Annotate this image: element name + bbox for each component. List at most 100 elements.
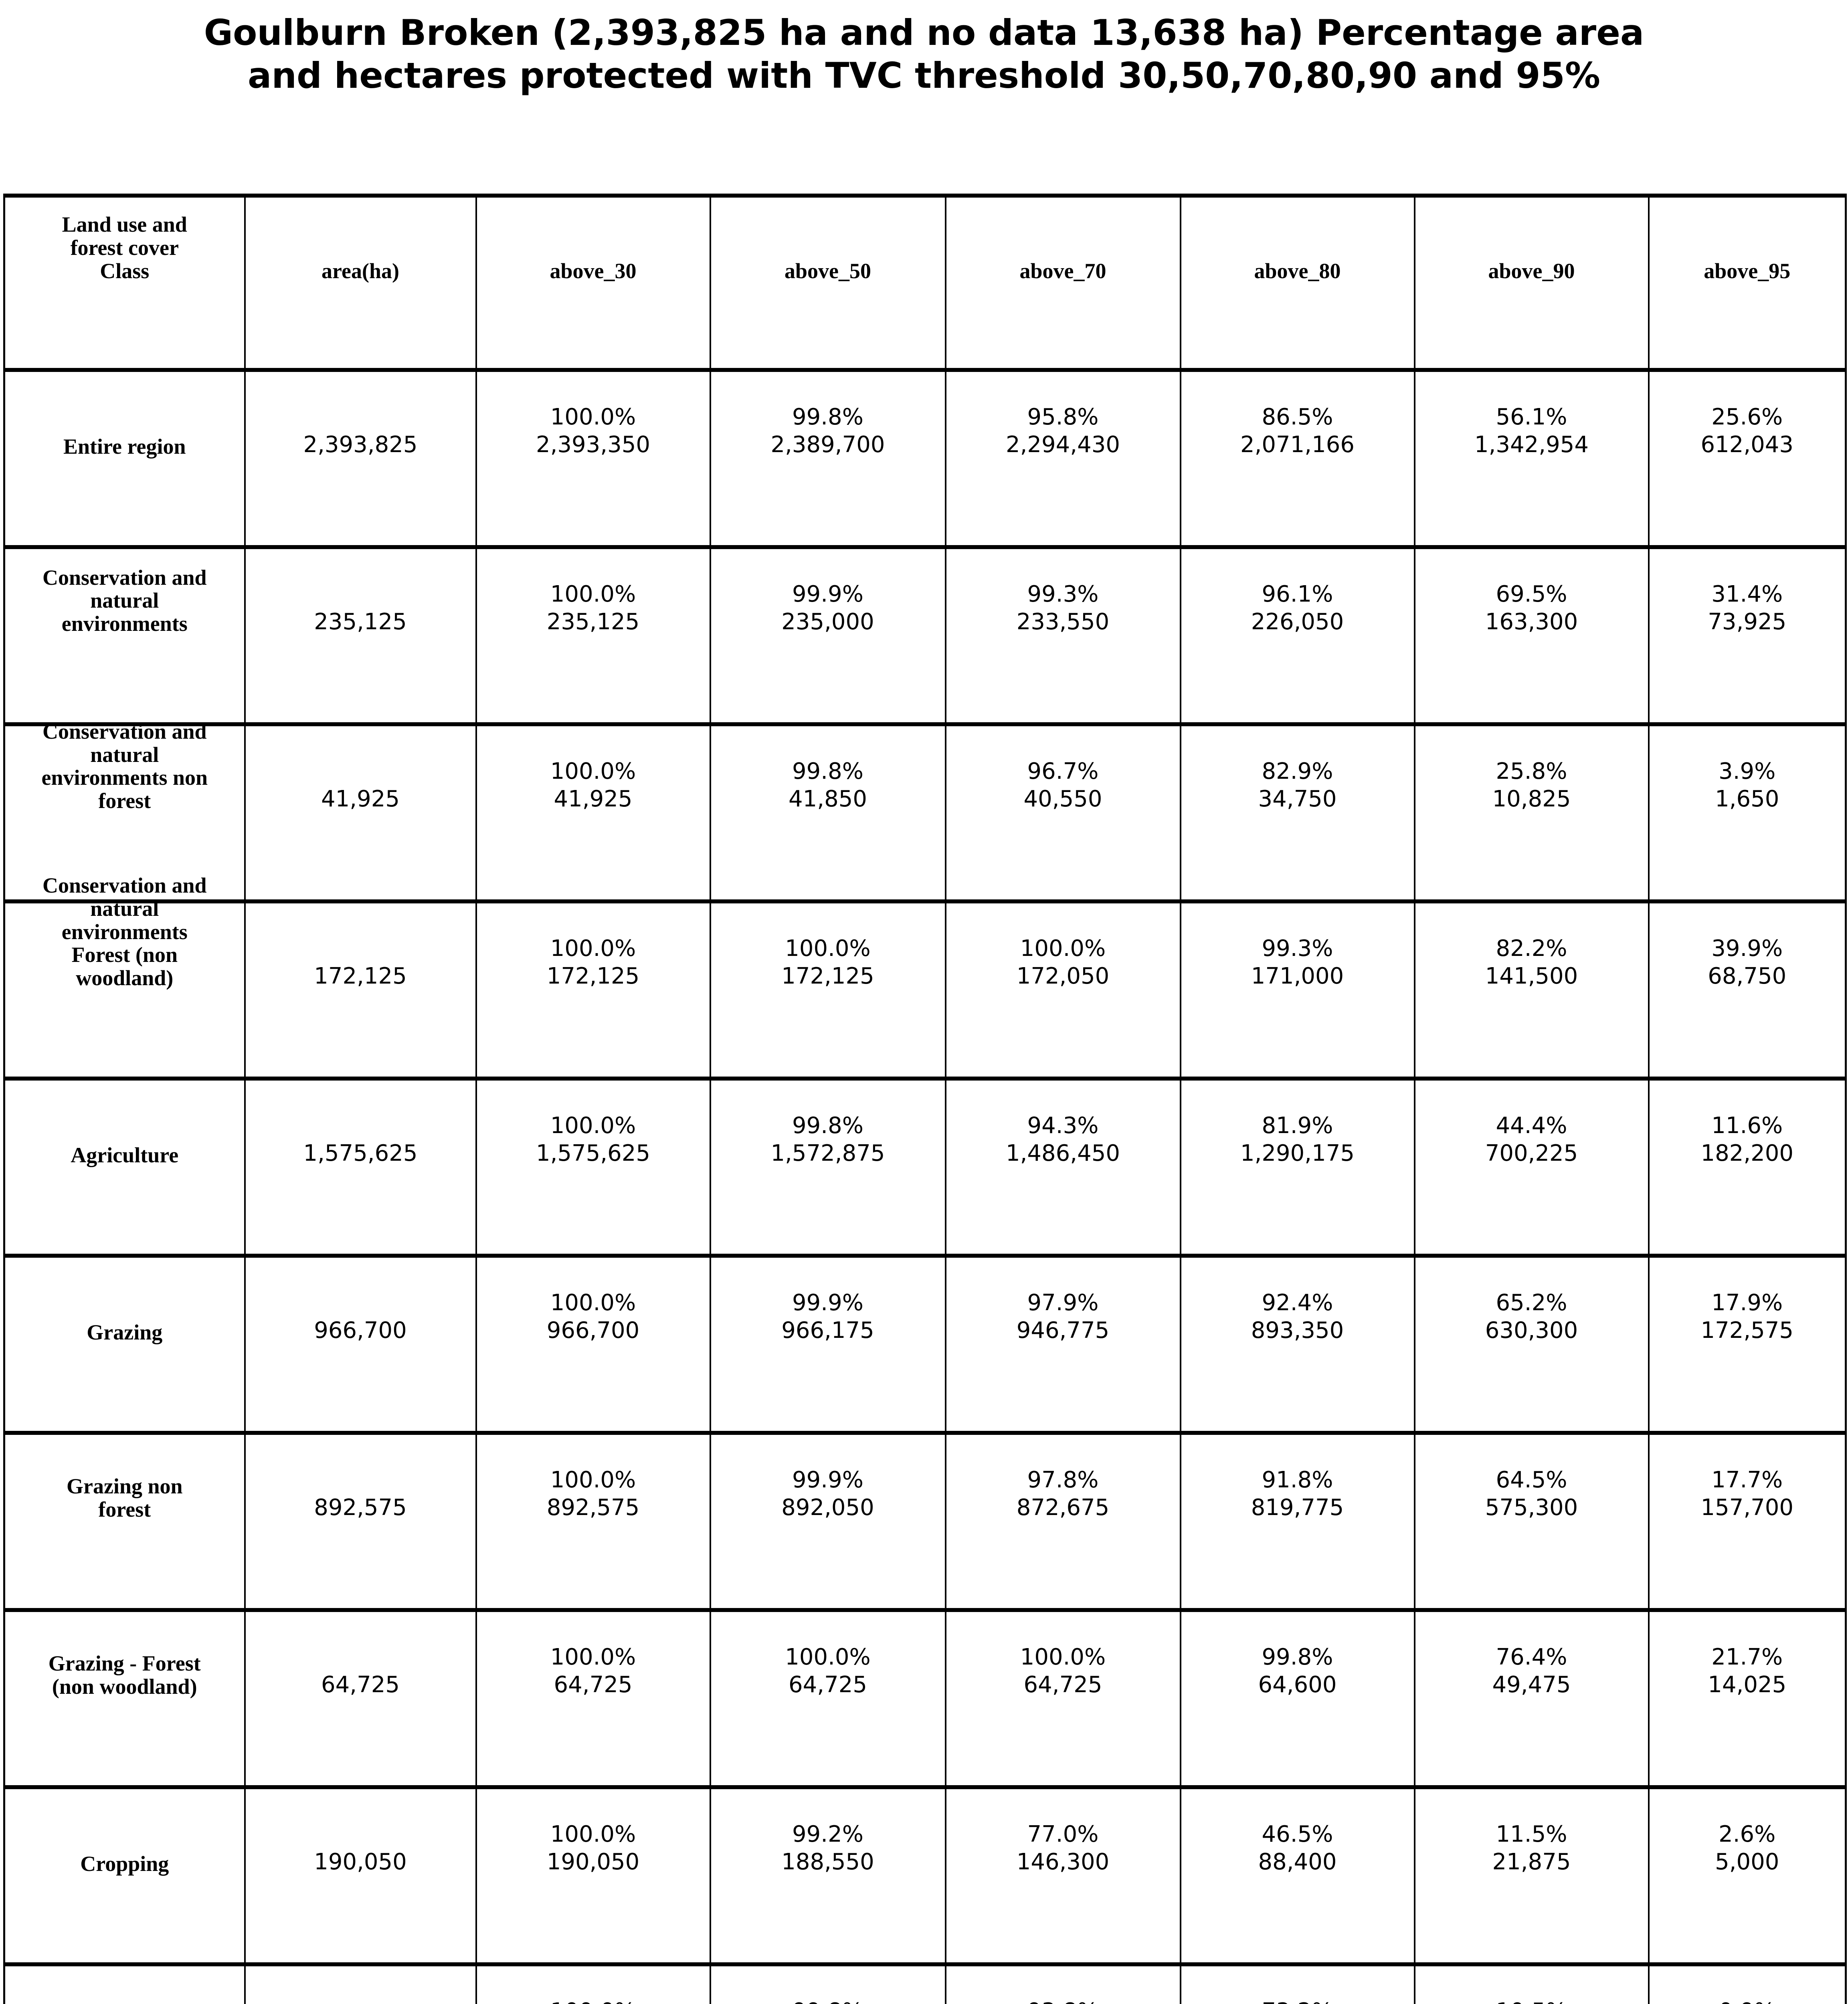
threshold-values: 99.9% 235,000 bbox=[711, 581, 945, 636]
area-cell: 235,125 bbox=[244, 545, 477, 726]
pct-value: 11.5% bbox=[1496, 1821, 1567, 1848]
ha-value: 892,050 bbox=[781, 1494, 874, 1521]
threshold-values: 2.6% 5,000 bbox=[1650, 1821, 1845, 1876]
ha-value: 575,300 bbox=[1485, 1494, 1578, 1521]
row-label-cell: Agriculture bbox=[3, 1077, 246, 1258]
threshold-values: 31.4% 73,925 bbox=[1650, 581, 1845, 636]
threshold-cell: 44.4% 700,225 bbox=[1413, 1077, 1650, 1258]
threshold-cell: 99.8% 2,389,700 bbox=[709, 368, 946, 549]
threshold-cell: 92.4% 893,350 bbox=[1179, 1254, 1415, 1435]
area-cell: 41,925 bbox=[244, 722, 477, 903]
threshold-cell: 82.2% 141,500 bbox=[1413, 899, 1650, 1081]
pct-value: 86.5% bbox=[1262, 404, 1333, 430]
column-header-above-95: above_95 bbox=[1704, 259, 1791, 283]
threshold-values: 3.9% 1,650 bbox=[1650, 758, 1845, 813]
row-label-cell: Conservation and natural environments bbox=[3, 545, 246, 726]
table-row: Grazing - Forest (non woodland) 64,725 100… bbox=[3, 1608, 1847, 1789]
threshold-cell: 99.3% 233,550 bbox=[944, 545, 1181, 726]
threshold-cell: 77.0% 146,300 bbox=[944, 1785, 1181, 1966]
ha-value: 21,875 bbox=[1492, 1848, 1571, 1875]
column-header-above-30: above_30 bbox=[550, 259, 637, 283]
ha-value: 1,486,450 bbox=[1005, 1140, 1120, 1166]
ha-value: 233,550 bbox=[1016, 608, 1110, 635]
ha-value: 2,294,430 bbox=[1005, 431, 1120, 458]
pct-value: 99.8% bbox=[792, 758, 863, 785]
pct-value: 100.0% bbox=[1020, 1644, 1106, 1671]
pct-value: 99.9% bbox=[792, 581, 863, 608]
threshold-values: 25.6% 612,043 bbox=[1650, 404, 1845, 459]
ha-value: 64,600 bbox=[1258, 1671, 1337, 1698]
threshold-cell: 3.9% 1,650 bbox=[1648, 722, 1847, 903]
threshold-cell: 81.9% 1,290,175 bbox=[1179, 1077, 1415, 1258]
pct-value: 21.7% bbox=[1711, 1644, 1783, 1671]
threshold-cell: 93.8%381,550 bbox=[944, 1962, 1181, 2004]
threshold-values: 100.0% 966,700 bbox=[477, 1289, 710, 1344]
threshold-values: 69.5% 163,300 bbox=[1415, 581, 1648, 636]
threshold-values: 100.0% 41,925 bbox=[477, 758, 710, 813]
threshold-values: 11.5% 21,875 bbox=[1415, 1821, 1648, 1876]
pct-value: 99.3% bbox=[1027, 581, 1099, 608]
pct-value: 99.8% bbox=[711, 1998, 945, 2004]
page-title: Goulburn Broken (2,393,825 ha and no dat… bbox=[204, 12, 1644, 97]
threshold-values: 100.0% 190,050 bbox=[477, 1821, 710, 1876]
pct-value: 31.4% bbox=[1711, 581, 1783, 608]
pct-value: 100.0% bbox=[477, 1998, 710, 2004]
threshold-values: 25.8% 10,825 bbox=[1415, 758, 1648, 813]
row-label: Grazing - Forest (non woodland) bbox=[48, 1651, 201, 1699]
row-label-cell: Irrigation bbox=[3, 1962, 246, 2004]
pct-value: 25.8% bbox=[1496, 758, 1567, 785]
ha-value: 1,650 bbox=[1715, 786, 1779, 812]
pct-value: 91.8% bbox=[1262, 1467, 1333, 1493]
threshold-values: 82.2% 141,500 bbox=[1415, 935, 1648, 990]
threshold-values: 93.8%381,550 bbox=[946, 1998, 1180, 2004]
threshold-values: 17.7% 157,700 bbox=[1650, 1467, 1845, 1521]
pct-value: 39.9% bbox=[1711, 935, 1783, 962]
pct-value: 3.9% bbox=[1719, 758, 1776, 785]
pct-value: 96.1% bbox=[1262, 581, 1333, 608]
threshold-cell: 100.0% 966,700 bbox=[475, 1254, 711, 1435]
threshold-values: 100.0% 1,575,625 bbox=[477, 1112, 710, 1167]
threshold-cell: 96.1% 226,050 bbox=[1179, 545, 1415, 726]
ha-value: 2,393,350 bbox=[536, 431, 650, 458]
threshold-cell: 39.9% 68,750 bbox=[1648, 899, 1847, 1081]
ha-value: 1,342,954 bbox=[1474, 431, 1589, 458]
threshold-values: 39.9% 68,750 bbox=[1650, 935, 1845, 990]
threshold-cell: 11.6% 182,200 bbox=[1648, 1077, 1847, 1258]
table-row: Conservation and natural environments no… bbox=[3, 720, 1847, 903]
threshold-values: 46.5% 88,400 bbox=[1181, 1821, 1414, 1876]
threshold-cell: 96.7% 40,550 bbox=[944, 722, 1181, 903]
threshold-values: 95.8% 2,294,430 bbox=[946, 404, 1180, 459]
column-header-above-50: above_50 bbox=[784, 259, 871, 283]
area-value: 190,050 bbox=[314, 1848, 407, 1875]
row-label: Conservation and natural environments no… bbox=[41, 719, 208, 813]
pct-value: 100.0% bbox=[1020, 935, 1106, 962]
ha-value: 73,925 bbox=[1708, 608, 1787, 635]
row-label-cell: Grazing non forest bbox=[3, 1431, 246, 1612]
row-label-cell: Conservation and natural environments no… bbox=[3, 720, 246, 903]
threshold-values: 76.4% 49,475 bbox=[1415, 1644, 1648, 1699]
table-row: Cropping 190,050 100.0% 190,050 99.2% 188,550… bbox=[3, 1785, 1847, 1966]
pct-value: 56.1% bbox=[1496, 404, 1567, 430]
pct-value: 100.0% bbox=[550, 1467, 636, 1493]
area-value: 1,575,625 bbox=[303, 1140, 418, 1166]
ha-value: 1,290,175 bbox=[1240, 1140, 1355, 1166]
threshold-cell: 99.9% 235,000 bbox=[709, 545, 946, 726]
tvc-threshold-table: Land use and forest cover Class area(ha)… bbox=[3, 194, 1847, 2004]
pct-value: 76.4% bbox=[1496, 1644, 1567, 1671]
threshold-cell: 99.8%405,875 bbox=[709, 1962, 946, 2004]
threshold-cell: 86.5% 2,071,166 bbox=[1179, 368, 1415, 549]
threshold-cell: 17.7% 157,700 bbox=[1648, 1431, 1847, 1612]
ha-value: 893,350 bbox=[1251, 1317, 1344, 1343]
pct-value: 97.9% bbox=[1027, 1290, 1099, 1316]
ha-value: 2,071,166 bbox=[1240, 431, 1355, 458]
threshold-values: 44.4% 700,225 bbox=[1415, 1112, 1648, 1167]
pct-value: 25.6% bbox=[1711, 404, 1783, 430]
threshold-cell: 76.4% 49,475 bbox=[1413, 1608, 1650, 1789]
pct-value: 99.2% bbox=[792, 1821, 863, 1848]
row-label: Grazing non forest bbox=[66, 1474, 183, 1522]
pct-value: 100.0% bbox=[550, 1113, 636, 1139]
threshold-values: 99.8%405,875 bbox=[711, 1998, 945, 2004]
threshold-values: 99.9% 966,175 bbox=[711, 1289, 945, 1344]
pct-value: 99.9% bbox=[792, 1290, 863, 1316]
row-label-cell: Grazing - Forest (non woodland) bbox=[3, 1608, 246, 1789]
